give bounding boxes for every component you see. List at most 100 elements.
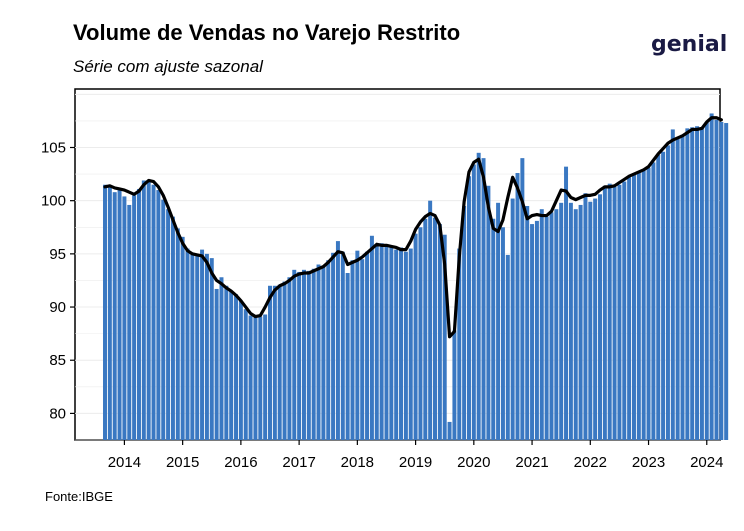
bar	[365, 251, 370, 440]
bar	[350, 260, 355, 440]
bar	[462, 206, 467, 440]
bar	[369, 235, 374, 440]
bar	[520, 158, 525, 440]
bar	[326, 260, 331, 440]
bar	[656, 154, 661, 440]
bar	[166, 209, 171, 440]
x-tick-label: 2019	[399, 454, 432, 471]
bar-series	[103, 113, 729, 441]
bar	[505, 254, 510, 440]
bar	[418, 227, 423, 440]
bar	[345, 273, 350, 440]
bar	[452, 330, 457, 440]
bar	[301, 269, 306, 440]
bar	[331, 252, 336, 440]
bar	[549, 212, 554, 440]
bar	[234, 294, 239, 440]
bar	[263, 314, 268, 440]
bar	[384, 245, 389, 440]
bar	[670, 129, 675, 441]
x-tick-label: 2022	[574, 454, 607, 471]
bar	[399, 247, 404, 440]
bar	[122, 196, 127, 440]
bar	[573, 209, 578, 440]
y-axis: 80 85 90 95 100 105	[41, 140, 75, 422]
bar	[335, 241, 340, 440]
bar	[413, 233, 418, 440]
bar	[253, 316, 258, 440]
bar	[491, 218, 496, 440]
bar	[248, 315, 253, 440]
bar	[433, 217, 437, 440]
bar	[103, 184, 107, 440]
bar	[379, 243, 384, 440]
bar	[190, 253, 195, 440]
x-tick-label: 2016	[224, 454, 257, 471]
bar	[229, 291, 234, 440]
chart-title: Volume de Vendas no Varejo Restrito	[73, 20, 461, 45]
bar	[665, 145, 670, 440]
bar	[471, 164, 476, 440]
bar	[612, 186, 617, 440]
bar	[476, 152, 481, 440]
bar	[292, 269, 297, 440]
bar	[651, 162, 656, 440]
genial-logo: genial	[651, 32, 728, 57]
y-tick-label: 85	[49, 352, 66, 369]
bar	[355, 250, 360, 440]
x-tick-label: 2021	[515, 454, 548, 471]
bar	[374, 244, 379, 440]
bar	[403, 251, 408, 440]
bar	[481, 158, 486, 440]
x-tick-label: 2024	[690, 454, 723, 471]
bar	[442, 234, 447, 440]
bar	[340, 251, 345, 440]
bar	[627, 177, 632, 440]
chart-subtitle: Série com ajuste sazonal	[73, 57, 263, 76]
bar	[200, 249, 205, 440]
bar	[306, 270, 311, 440]
bar	[185, 248, 190, 440]
bar	[117, 188, 122, 440]
x-tick-label: 2015	[166, 454, 199, 471]
bar	[631, 174, 636, 440]
bar	[583, 193, 588, 440]
bar	[568, 202, 573, 440]
bar	[496, 202, 501, 440]
bar	[277, 284, 282, 440]
bar	[685, 128, 690, 440]
bar	[578, 204, 583, 440]
bar	[646, 167, 651, 440]
bar	[214, 288, 219, 440]
bar	[297, 271, 302, 440]
bar	[564, 166, 569, 440]
bar	[593, 198, 598, 440]
x-tick-label: 2014	[108, 454, 141, 471]
bar	[175, 228, 180, 440]
source-note: Fonte:IBGE	[45, 489, 113, 504]
bar	[699, 127, 704, 440]
bar	[714, 119, 719, 440]
bar	[598, 194, 602, 440]
bar	[224, 285, 229, 440]
bar	[602, 185, 607, 440]
trend-line	[103, 116, 723, 339]
bar	[132, 195, 137, 440]
bar	[161, 199, 166, 440]
bar	[268, 285, 272, 440]
bar	[510, 198, 515, 440]
bar	[525, 206, 530, 440]
bar	[641, 169, 646, 440]
bar	[287, 277, 292, 440]
bar	[695, 126, 700, 440]
bar	[209, 258, 214, 440]
bar	[607, 183, 612, 440]
x-tick-label: 2023	[632, 454, 665, 471]
bar	[709, 113, 714, 441]
bar	[282, 281, 287, 440]
bar	[486, 185, 491, 440]
bar	[675, 137, 680, 440]
bar	[559, 202, 564, 440]
bar	[170, 216, 175, 440]
bar	[316, 264, 321, 440]
